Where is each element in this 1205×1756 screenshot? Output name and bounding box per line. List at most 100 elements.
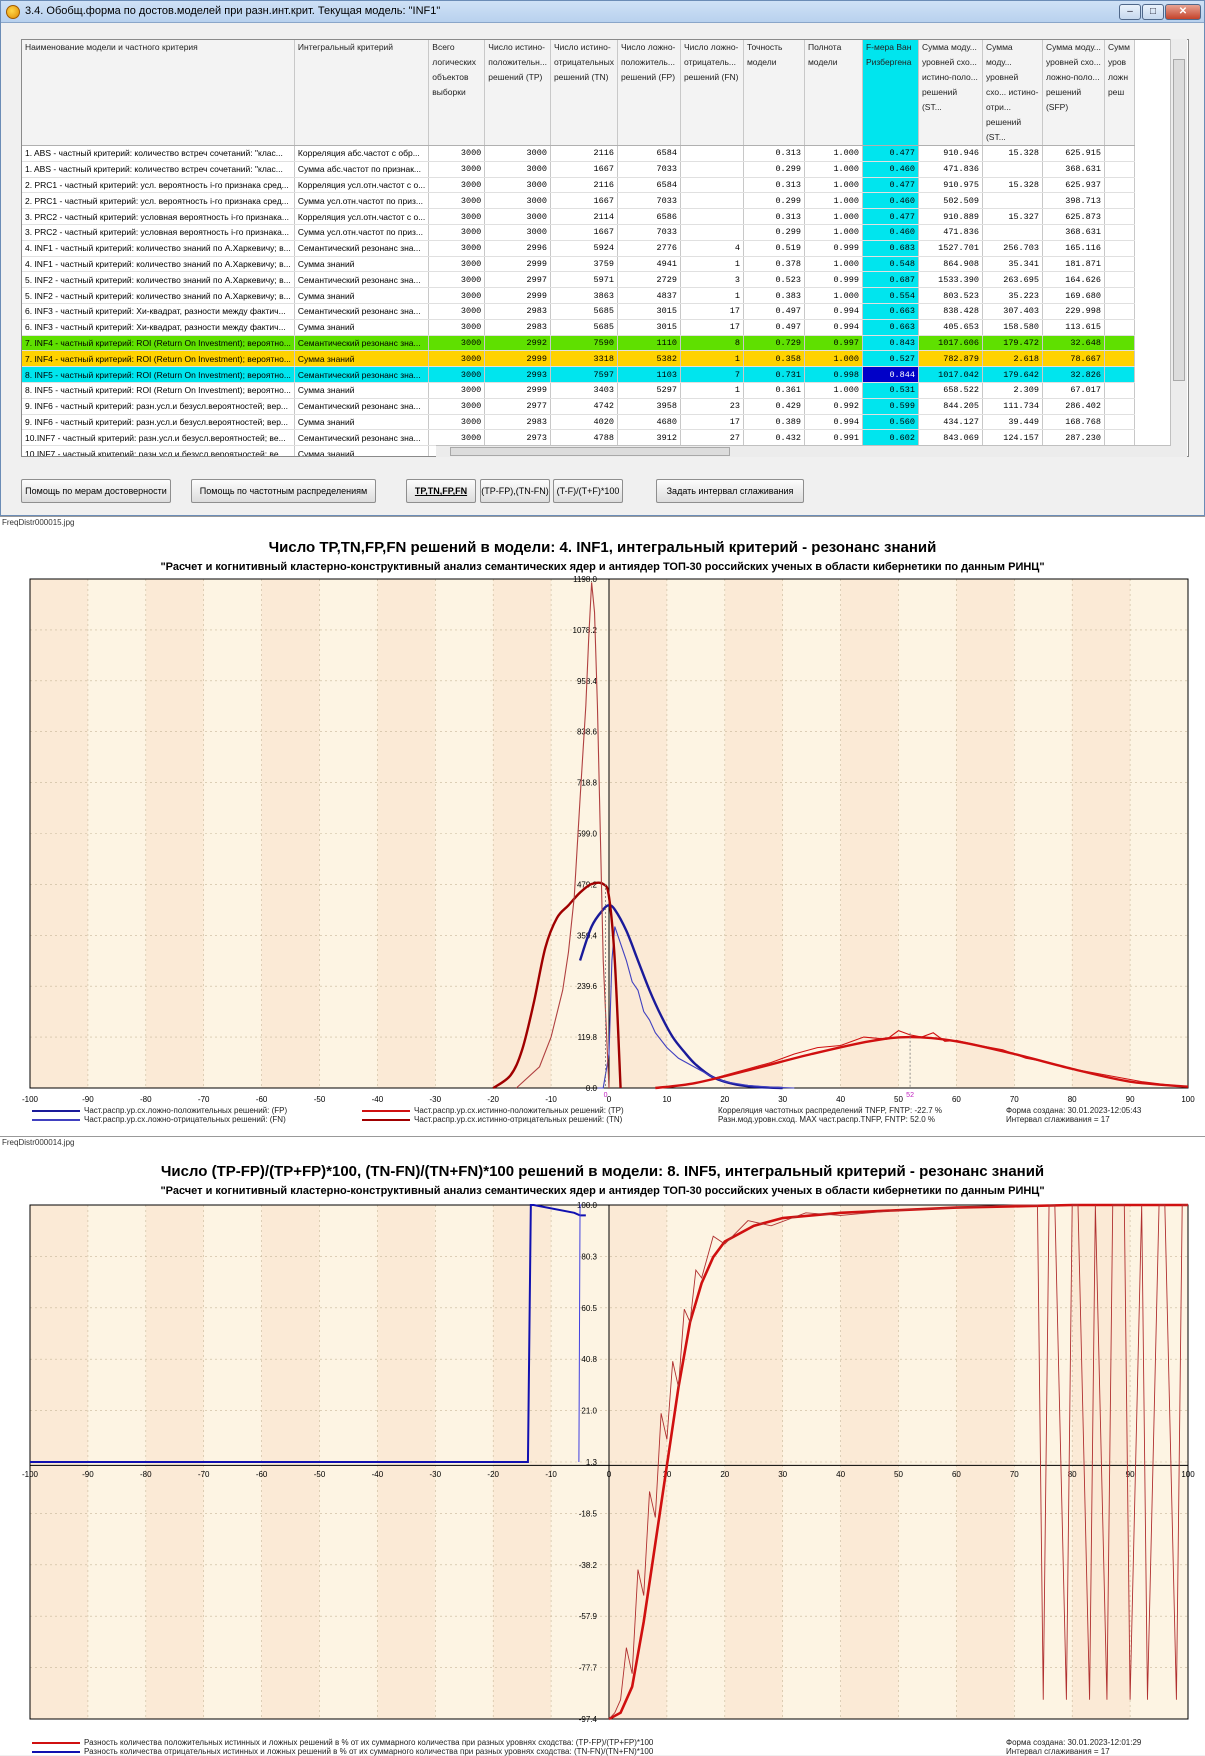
vertical-scrollbar[interactable] (1170, 39, 1187, 457)
table-row[interactable]: 2. PRC1 - частный критерий: усл. вероятн… (22, 177, 1135, 194)
table-row[interactable]: 3. PRC2 - частный критерий: условная вер… (22, 208, 1135, 225)
title-bar[interactable]: 3.4. Обобщ.форма по достов.моделей при р… (1, 1, 1204, 23)
table-cell: 0.477 (862, 177, 919, 194)
t-f-percent-button[interactable]: (T-F)/(T+F)*100 (553, 479, 623, 503)
x-tick-label: -50 (314, 1095, 326, 1104)
table-cell: 2999 (484, 256, 551, 273)
table-cell: 0.992 (804, 398, 863, 415)
legend-interval: Интервал сглаживания = 17 (1006, 1747, 1110, 1756)
table-cell: 3015 (617, 319, 681, 336)
table-cell: 1. ABS - частный критерий: количество вс… (22, 145, 295, 162)
column-header[interactable]: Сумм уров ложн реш (1104, 40, 1135, 146)
smoothing-interval-button[interactable]: Задать интервал сглаживания (656, 479, 804, 503)
table-cell: 35.341 (982, 256, 1043, 273)
x-tick-label: 10 (662, 1470, 671, 1479)
table-cell: 17 (680, 303, 744, 320)
table-cell: 3318 (550, 350, 618, 368)
table-cell: Корреляция абс.частот с обр... (294, 145, 430, 162)
table-cell (1104, 366, 1135, 383)
table-cell: 3000 (428, 287, 486, 304)
x-tick-label: 100 (1181, 1095, 1195, 1104)
table-cell: 625.937 (1042, 177, 1105, 194)
table-row[interactable]: 5. INF2 - частный критерий: количество з… (22, 287, 1135, 304)
table-row[interactable]: 8. INF5 - частный критерий: ROI (Return … (22, 382, 1135, 399)
y-tick-label: 21.0 (581, 1407, 597, 1416)
models-grid[interactable]: Наименование модели и частного критерия И… (21, 39, 1189, 457)
table-cell: 0.554 (862, 287, 919, 304)
table-cell: 1.000 (804, 192, 863, 210)
x-tick-label: -10 (545, 1095, 557, 1104)
window-title: 3.4. Обобщ.форма по достов.моделей при р… (25, 5, 441, 17)
scroll-thumb[interactable] (450, 447, 730, 456)
table-cell: 10.INF7 - частный критерий: разн.усл.и б… (22, 429, 295, 447)
tp-fp-tn-fn-button[interactable]: (TP-FP),(TN-FN) (480, 479, 550, 503)
close-button[interactable]: ✕ (1165, 4, 1201, 20)
table-cell: Сумма знаний (294, 445, 430, 456)
help-measures-button[interactable]: Помощь по мерам достоверности (21, 479, 171, 503)
table-row[interactable]: 2. PRC1 - частный критерий: усл. вероятн… (22, 192, 1135, 210)
table-row[interactable]: 9. INF6 - частный критерий: разн.усл.и б… (22, 398, 1135, 415)
table-cell: 3000 (428, 335, 486, 352)
column-header[interactable]: F-мера Ван Ризбергена (862, 40, 919, 146)
scroll-thumb[interactable] (1173, 59, 1185, 381)
y-tick-label: 718.8 (577, 779, 598, 788)
table-row[interactable]: 10.INF7 - частный критерий: разн.усл.и б… (22, 429, 1135, 447)
horizontal-scrollbar[interactable] (436, 445, 1171, 457)
table-row[interactable]: 6. INF3 - частный критерий: Хи-квадрат, … (22, 319, 1135, 336)
table-row[interactable]: 7. INF4 - частный критерий: ROI (Return … (22, 350, 1135, 368)
column-header[interactable]: Интегральный критерий (294, 40, 430, 146)
column-header[interactable]: Сумма моду... уровней схо... ложно-поло.… (1042, 40, 1105, 146)
table-cell: 111.734 (982, 398, 1043, 415)
table-row[interactable]: 6. INF3 - частный критерий: Хи-квадрат, … (22, 303, 1135, 320)
table-row[interactable]: 1. ABS - частный критерий: количество вс… (22, 145, 1135, 162)
x-tick-label: 30 (778, 1470, 787, 1479)
table-cell: 3000 (428, 256, 486, 273)
column-header[interactable]: Число ложно-положитель... решений (FP) (617, 40, 681, 146)
table-row[interactable]: 1. ABS - частный критерий: количество вс… (22, 161, 1135, 178)
table-row[interactable]: 3. PRC2 - частный критерий: условная вер… (22, 224, 1135, 241)
table-row[interactable]: 5. INF2 - частный критерий: количество з… (22, 271, 1135, 289)
table-cell: 0.991 (804, 429, 863, 447)
column-header[interactable]: Наименование модели и частного критерия (22, 40, 295, 146)
legend-fn: Част.распр.ур.сх.ложно-отрицательных реш… (84, 1115, 286, 1124)
column-header[interactable]: Число истино-отрицательных решений (TN) (550, 40, 618, 146)
minimize-button[interactable]: – (1119, 4, 1141, 20)
column-header[interactable]: Сумма моду... уровней схо... истино-поло… (918, 40, 983, 146)
table-cell: 2983 (484, 303, 551, 320)
table-cell (1104, 177, 1135, 194)
table-cell: 169.680 (1042, 287, 1105, 304)
column-header[interactable]: Полнота модели (804, 40, 863, 146)
legend-neg: Разность количества отрицательных истинн… (84, 1747, 654, 1756)
table-cell: 864.908 (918, 256, 983, 273)
table-row[interactable]: 7. INF4 - частный критерий: ROI (Return … (22, 335, 1135, 352)
table-cell: 2992 (484, 335, 551, 352)
x-tick-label: 40 (836, 1095, 845, 1104)
column-header[interactable]: Всего логических объектов выборки (428, 40, 486, 146)
table-cell: 3000 (428, 303, 486, 320)
chart2-legend: Разность количества положительных истинн… (32, 1738, 653, 1756)
table-cell: 3000 (428, 192, 486, 210)
table-row[interactable]: 4. INF1 - частный критерий: количество з… (22, 256, 1135, 273)
table-cell: 0.731 (743, 366, 805, 383)
table-cell: 0.299 (743, 161, 805, 178)
table-cell: 368.631 (1042, 161, 1105, 178)
help-freq-button[interactable]: Помощь по частотным распределениям (191, 479, 376, 503)
column-header[interactable]: Число истино-положительн... решений (TP) (484, 40, 551, 146)
table-cell: Сумма знаний (294, 414, 430, 431)
x-tick-label: -90 (82, 1095, 94, 1104)
table-cell: 3000 (428, 319, 486, 336)
table-cell: 3958 (617, 398, 681, 415)
maximize-button[interactable]: □ (1142, 4, 1164, 20)
tp-tn-fp-fn-button[interactable]: TP,TN,FP,FN (406, 479, 476, 503)
table-cell: 2993 (484, 366, 551, 383)
column-header[interactable]: Число ложно-отрицатель... решений (FN) (680, 40, 744, 146)
table-cell: 844.205 (918, 398, 983, 415)
table-row[interactable]: 8. INF5 - частный критерий: ROI (Return … (22, 366, 1135, 383)
table-row[interactable]: 9. INF6 - частный критерий: разн.усл.и б… (22, 414, 1135, 431)
table-row[interactable]: 4. INF1 - частный критерий: количество з… (22, 240, 1135, 257)
x-tick-label: 60 (952, 1470, 961, 1479)
table-cell: 782.879 (918, 350, 983, 368)
column-header[interactable]: Точность модели (743, 40, 805, 146)
column-header[interactable]: Сумма моду... уровней схо... истино-отри… (982, 40, 1043, 146)
chart1-pane: FreqDistr000015.jpg Число TP,TN,FP,FN ре… (0, 516, 1205, 1136)
